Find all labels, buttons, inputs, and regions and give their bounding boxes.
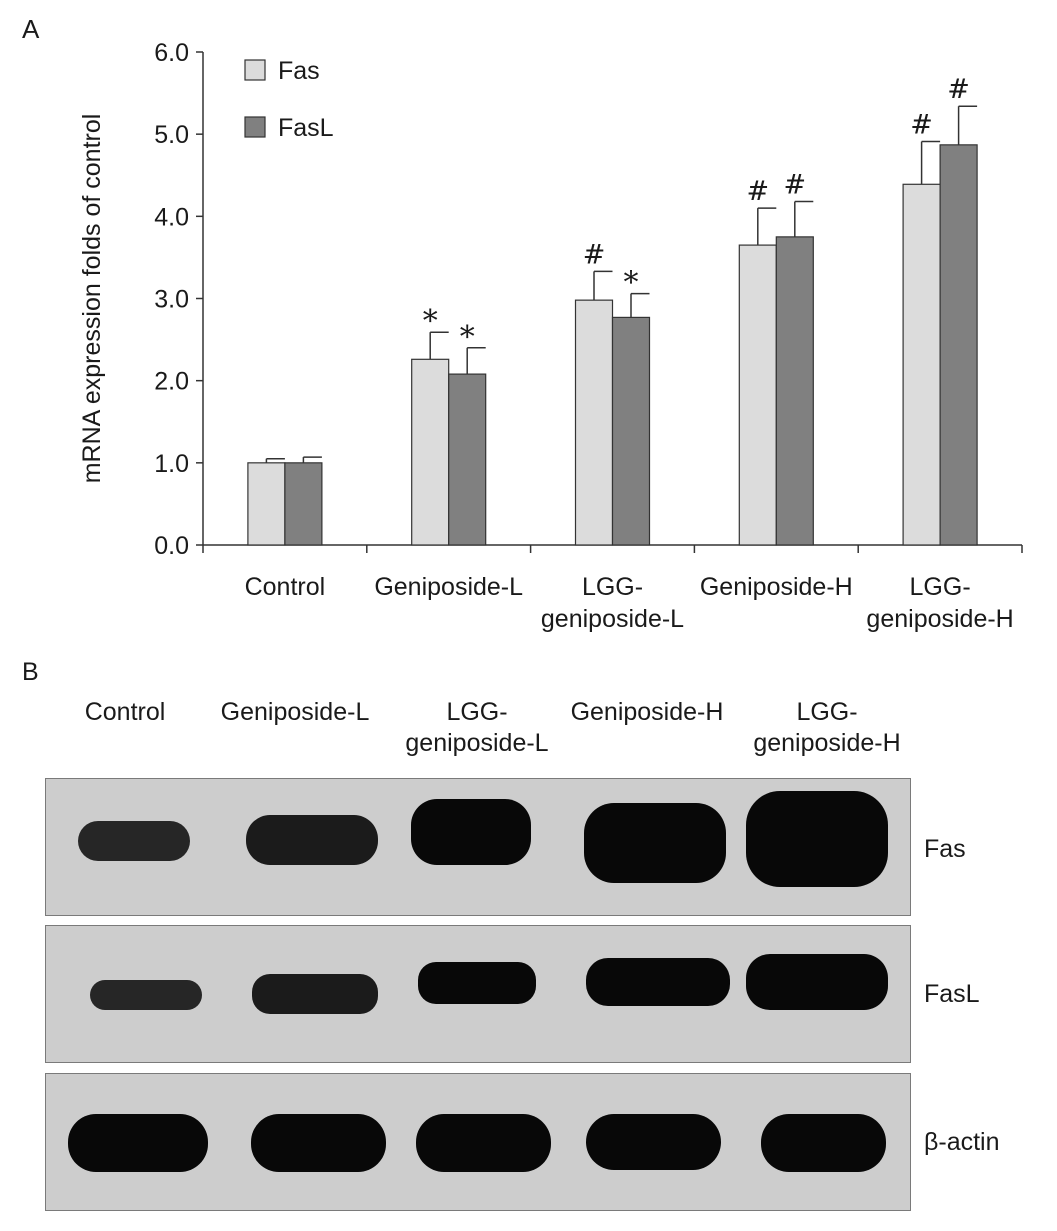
bar-chart: 0.0 1.0 2.0 3.0 4.0 5.0 6.0 mRNA expression fol…	[78, 39, 1023, 633]
blot-band	[761, 1114, 886, 1172]
y-tick-label: 6.0	[154, 39, 189, 67]
blot-panel-beta-actin	[45, 1073, 911, 1211]
bar-fasl	[939, 144, 978, 546]
blot-band	[411, 799, 531, 865]
bar-fasl	[775, 236, 814, 546]
legend-label-fasl: FasL	[278, 114, 334, 142]
significance-marker: *	[460, 320, 475, 355]
blot-lane-label-geniposide-h: Geniposide-H	[570, 698, 724, 726]
x-tick-label: Geniposide-L	[374, 573, 523, 601]
x-tick-label: LGG-geniposide-L	[541, 573, 684, 633]
bar-fas	[902, 183, 941, 546]
bar-fas	[574, 299, 614, 546]
blot-panel-fasl	[45, 925, 911, 1063]
bar-fasl	[448, 373, 487, 546]
blot-band	[251, 1114, 386, 1172]
blot-lane-label-geniposide-l: Geniposide-L	[220, 698, 370, 726]
blot-band	[586, 958, 730, 1006]
blot-row-label-fasl: FasL	[924, 980, 980, 1008]
bar-fas	[411, 358, 450, 546]
blot-band	[416, 1114, 551, 1172]
bar-fas	[738, 244, 777, 546]
x-tick-label: Geniposide-H	[700, 573, 853, 601]
blot-band	[586, 1114, 721, 1170]
y-tick-label: 3.0	[154, 286, 189, 314]
blot-band	[746, 791, 888, 887]
significance-marker: *	[624, 266, 639, 301]
blot-band	[246, 815, 378, 865]
panel-a-label: A	[22, 14, 40, 44]
blot-lane-label-lgg-geniposide-h: LGG- geniposide-H	[753, 698, 901, 757]
y-axis-label: mRNA expression folds of control	[78, 114, 106, 484]
blot-band	[252, 974, 378, 1014]
y-tick-label: 4.0	[154, 203, 189, 231]
blot-band	[78, 821, 190, 861]
blot-band	[418, 962, 536, 1004]
blot-lane-label-lgg-geniposide-l: LGG- geniposide-L	[405, 698, 549, 757]
blot-band	[584, 803, 726, 883]
y-tick-label: 5.0	[154, 121, 189, 149]
x-tick-label: Control	[245, 573, 326, 601]
bar-fas	[247, 462, 286, 546]
bar-fasl	[284, 462, 323, 546]
significance-marker: #	[583, 239, 606, 270]
y-tick-label: 0.0	[154, 532, 189, 560]
blot-lane-label-control: Control	[84, 698, 166, 726]
x-tick-label: LGG-geniposide-H	[866, 573, 1013, 633]
significance-marker: #	[910, 110, 933, 141]
bar-fasl	[611, 316, 651, 546]
blot-band	[68, 1114, 208, 1172]
panel-b-label: B	[22, 658, 39, 686]
blot-band	[746, 954, 888, 1010]
significance-marker: *	[423, 304, 438, 339]
blot-row-label-fas: Fas	[924, 835, 966, 863]
significance-marker: #	[947, 74, 970, 105]
significance-marker: #	[783, 170, 806, 201]
y-tick-label: 2.0	[154, 368, 189, 396]
legend-swatch-fasl	[244, 116, 266, 138]
legend-swatch-fas	[244, 59, 266, 81]
y-tick-label: 1.0	[154, 450, 189, 478]
blot-band	[90, 980, 202, 1010]
blot-row-label-beta-actin: β-actin	[924, 1128, 1000, 1156]
blot-panel-fas	[45, 778, 911, 916]
legend-label-fas: Fas	[278, 57, 320, 85]
significance-marker: #	[746, 176, 769, 207]
